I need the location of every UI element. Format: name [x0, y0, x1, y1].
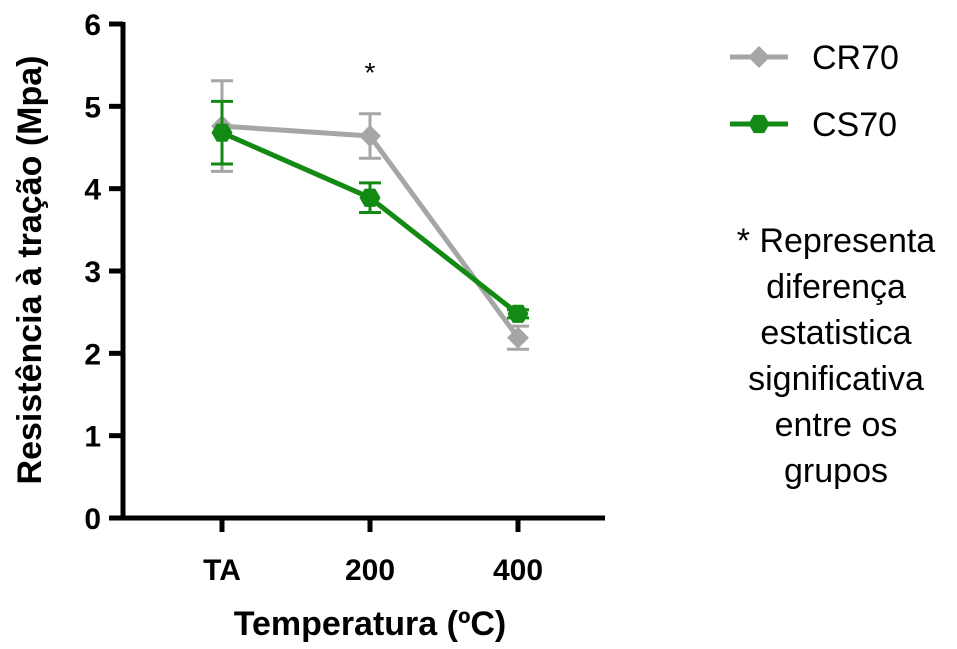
significance-star: *: [365, 57, 376, 88]
note-line: estatistica: [760, 314, 911, 352]
y-tick-label: 1: [84, 421, 101, 454]
x-tick-label: 200: [345, 554, 395, 587]
note-line: * Representa: [737, 222, 936, 260]
y-axis-title: Resistência à tração (Mpa): [11, 56, 49, 485]
y-tick-label: 0: [84, 503, 101, 536]
legend-marker: [748, 46, 770, 68]
y-tick-label: 3: [84, 256, 101, 289]
data-point: [507, 326, 529, 349]
annotations: *: [365, 57, 376, 88]
significance-note: * Representa diferença estatistica signific…: [737, 222, 936, 490]
y-ticks: 0 1 2 3 4 5 6: [84, 9, 123, 536]
y-tick-label: 2: [84, 338, 101, 371]
legend-item-cs70: CS70: [730, 106, 897, 144]
y-tick-label: 5: [84, 91, 101, 124]
data-point: [211, 123, 233, 142]
note-line: entre os: [775, 406, 898, 444]
y-tick-label: 4: [84, 174, 101, 207]
axes: [120, 22, 605, 521]
data-point: [507, 304, 529, 323]
series-line: [220, 130, 520, 316]
x-tick-label: 400: [493, 554, 543, 587]
x-ticks: TA 200 400: [203, 518, 543, 587]
note-line: significativa: [748, 360, 924, 398]
x-axis-title: Temperatura (ºC): [234, 605, 507, 643]
data-point: [359, 124, 381, 147]
series-cs70: [211, 99, 529, 323]
legend-item-cr70: CR70: [730, 39, 899, 77]
series-area: [211, 79, 529, 351]
note-line: diferença: [766, 268, 906, 306]
legend: CR70 CS70: [730, 39, 899, 144]
y-tick-label: 6: [84, 9, 101, 42]
legend-label: CS70: [812, 106, 897, 144]
x-tick-label: TA: [203, 554, 241, 587]
data-point: [359, 188, 381, 207]
note-line: grupos: [784, 452, 888, 490]
legend-marker: [748, 114, 770, 134]
series-cr70: [211, 79, 529, 351]
legend-label: CR70: [812, 39, 899, 77]
